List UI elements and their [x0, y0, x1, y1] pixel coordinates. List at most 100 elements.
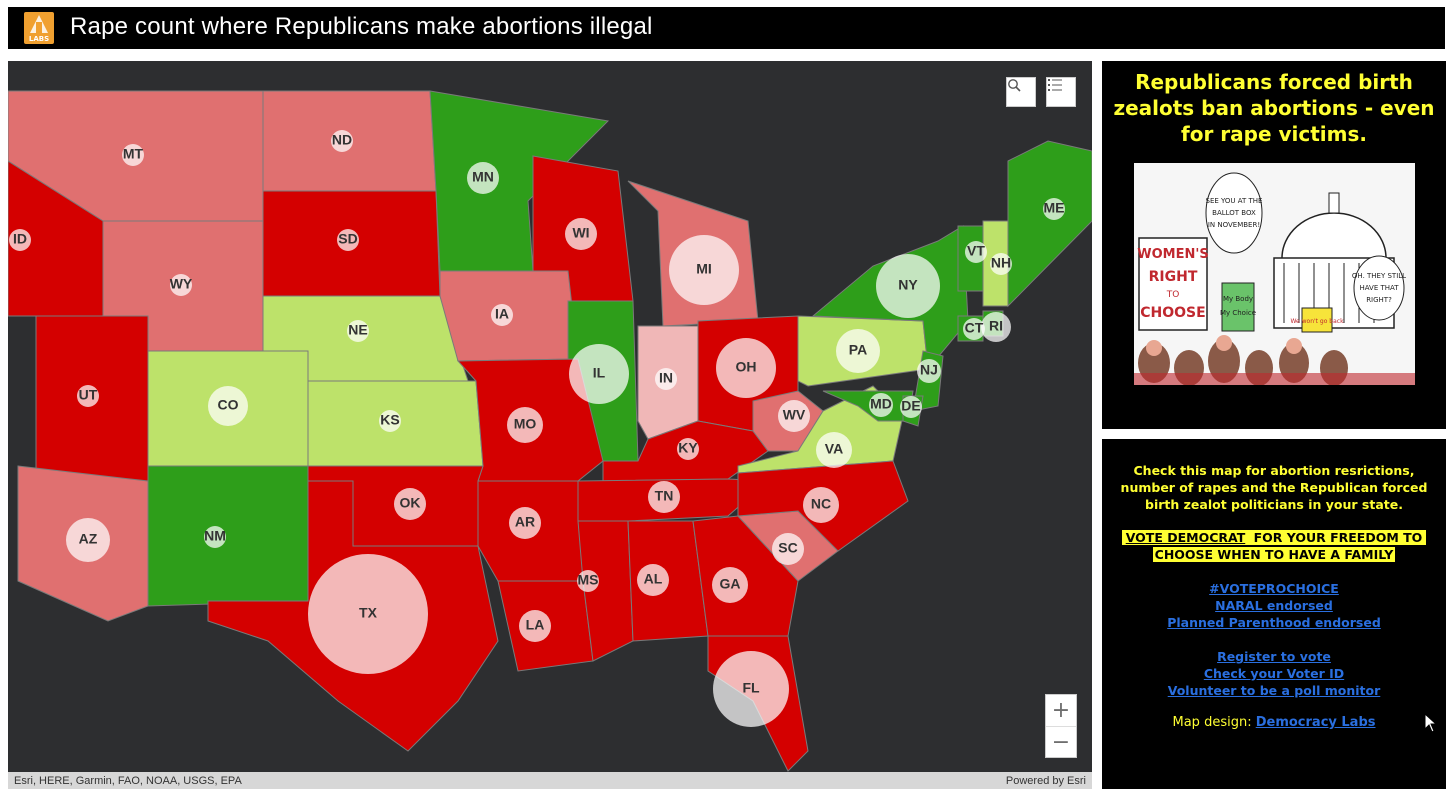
map-view[interactable]: MT ND SD WY ID NE MN WI MI IA IL IN OH UT CO KS MO KY WV VA…: [8, 61, 1092, 789]
rape-count-marker-la[interactable]: [519, 610, 551, 642]
rape-count-marker-tx[interactable]: [308, 554, 428, 674]
map-attribution: Esri, HERE, Garmin, FAO, NOAA, USGS, EPA…: [8, 772, 1092, 789]
rape-count-marker-ar[interactable]: [509, 507, 541, 539]
rape-count-marker-co[interactable]: [208, 386, 248, 426]
vote-rest-line-2: CHOOSE WHEN TO HAVE A FAMILY: [1152, 547, 1396, 562]
attribution-text[interactable]: Esri, HERE, Garmin, FAO, NOAA, USGS, EPA: [14, 774, 242, 787]
rape-count-marker-wv[interactable]: [778, 400, 810, 432]
rape-count-marker-va[interactable]: [816, 432, 852, 468]
rape-count-marker-md[interactable]: [869, 393, 893, 417]
rape-count-marker-mi[interactable]: [669, 235, 739, 305]
rape-count-marker-me[interactable]: [1043, 198, 1065, 220]
rape-count-marker-al[interactable]: [637, 564, 669, 596]
rape-count-marker-ok[interactable]: [394, 488, 426, 520]
rape-count-marker-sd[interactable]: [337, 229, 359, 251]
rape-count-marker-ks[interactable]: [379, 410, 401, 432]
state-label-ar: AR: [515, 514, 535, 530]
rape-count-marker-ri[interactable]: [981, 312, 1011, 342]
state-label-ri: RI: [989, 318, 1003, 334]
cartoon-bubble-right: OH. THEY STILL: [1352, 272, 1406, 280]
state-label-co: CO: [218, 397, 239, 413]
state-label-sc: SC: [778, 540, 797, 556]
zoom-in-button[interactable]: +: [1046, 695, 1076, 727]
logo-text: LABS: [28, 35, 50, 43]
state-label-nj: NJ: [920, 362, 938, 378]
political-cartoon-image: SEE YOU AT THE BALLOT BOX IN NOVEMBER! O…: [1134, 163, 1415, 385]
rape-count-marker-ct[interactable]: [963, 318, 985, 340]
svg-text:CHOOSE: CHOOSE: [1140, 305, 1205, 321]
map-design-label: Map design:: [1172, 715, 1256, 730]
rape-count-marker-mn[interactable]: [467, 162, 499, 194]
democracy-labs-link[interactable]: Democracy Labs: [1255, 715, 1376, 730]
state-label-me: ME: [1044, 200, 1065, 216]
rape-count-marker-az[interactable]: [66, 518, 110, 562]
state-label-tx: TX: [359, 605, 378, 621]
zoom-out-button[interactable]: −: [1051, 730, 1071, 755]
rape-count-marker-ut[interactable]: [77, 385, 99, 407]
rape-count-marker-ms[interactable]: [577, 570, 599, 592]
naral-link[interactable]: NARAL endorsed: [1215, 598, 1333, 613]
state-label-az: AZ: [79, 531, 98, 547]
rape-count-marker-wi[interactable]: [565, 218, 597, 250]
voteprochoice-link[interactable]: #VOTEPROCHOICE: [1209, 581, 1339, 596]
svg-text:RIGHT?: RIGHT?: [1366, 296, 1392, 304]
rape-count-marker-fl[interactable]: [713, 651, 789, 727]
check-voter-id-link[interactable]: Check your Voter ID: [1203, 666, 1345, 681]
state-label-nm: NM: [204, 528, 226, 544]
state-me[interactable]: [1007, 140, 1092, 308]
rape-count-marker-id[interactable]: [9, 229, 31, 251]
state-label-ky: KY: [678, 440, 698, 456]
cartoon-sign-back: We won't go back: [1290, 318, 1344, 325]
rape-count-marker-ny[interactable]: [876, 254, 940, 318]
state-label-fl: FL: [742, 680, 760, 696]
state-label-nd: ND: [332, 132, 352, 148]
rape-count-marker-tn[interactable]: [648, 481, 680, 513]
rape-count-marker-ne[interactable]: [347, 320, 369, 342]
voter-links: Register to vote Check your Voter ID Vol…: [1102, 648, 1446, 699]
svg-text:TO: TO: [1166, 290, 1180, 300]
rape-count-marker-wy[interactable]: [170, 274, 192, 296]
rape-count-marker-mo[interactable]: [507, 407, 543, 443]
poll-monitor-link[interactable]: Volunteer to be a poll monitor: [1167, 683, 1381, 698]
rape-count-marker-nh[interactable]: [990, 253, 1012, 275]
legend-button[interactable]: [1046, 77, 1076, 107]
rape-count-marker-pa[interactable]: [836, 329, 880, 373]
register-to-vote-link[interactable]: Register to vote: [1217, 649, 1331, 664]
rape-count-marker-nj[interactable]: [917, 359, 941, 383]
rape-count-marker-il[interactable]: [569, 344, 629, 404]
state-label-tn: TN: [655, 488, 674, 504]
state-label-sd: SD: [338, 231, 357, 247]
rape-count-marker-mt[interactable]: [122, 144, 144, 166]
state-label-ny: NY: [898, 277, 918, 293]
page-title: Rape count where Republicans make aborti…: [70, 13, 653, 40]
vote-democrat-link[interactable]: VOTE DEMOCRAT: [1123, 530, 1248, 545]
search-button[interactable]: [1006, 77, 1036, 107]
powered-by-esri[interactable]: Powered by Esri: [1005, 774, 1086, 787]
rape-count-marker-in[interactable]: [655, 368, 677, 390]
state-label-nh: NH: [991, 255, 1011, 271]
svg-text:BALLOT BOX: BALLOT BOX: [1212, 209, 1256, 217]
legend-list-icon: [1048, 79, 1062, 91]
rape-count-marker-sc[interactable]: [772, 533, 804, 565]
rape-count-marker-ia[interactable]: [491, 304, 513, 326]
state-label-al: AL: [644, 571, 663, 587]
planned-parenthood-link[interactable]: Planned Parenthood endorsed: [1167, 615, 1381, 630]
rape-count-marker-nd[interactable]: [331, 130, 353, 152]
state-label-wy: WY: [170, 276, 193, 292]
state-nm[interactable]: [147, 465, 309, 607]
info-panel-bottom: Check this map for abortion resrictions,…: [1102, 439, 1446, 789]
state-label-ne: NE: [348, 322, 367, 338]
rape-count-marker-nm[interactable]: [204, 526, 226, 548]
state-label-va: VA: [825, 441, 843, 457]
us-state-map[interactable]: MT ND SD WY ID NE MN WI MI IA IL IN OH UT CO KS MO KY WV VA…: [8, 61, 1092, 789]
rape-count-marker-ky[interactable]: [677, 438, 699, 460]
rape-count-marker-ga[interactable]: [712, 567, 748, 603]
state-label-il: IL: [593, 365, 606, 381]
state-label-oh: OH: [736, 359, 757, 375]
democracy-labs-logo[interactable]: LABS: [24, 12, 54, 44]
rape-count-marker-de[interactable]: [900, 396, 922, 418]
rape-count-marker-oh[interactable]: [716, 338, 776, 398]
rape-count-marker-vt[interactable]: [965, 241, 987, 263]
state-label-md: MD: [870, 396, 892, 412]
rape-count-marker-nc[interactable]: [803, 487, 839, 523]
